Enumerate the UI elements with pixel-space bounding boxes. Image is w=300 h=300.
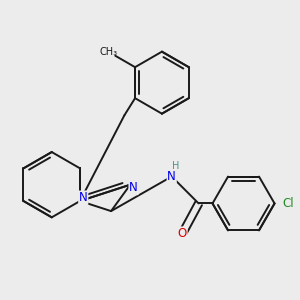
Text: CH₃: CH₃: [99, 47, 117, 57]
Text: N: N: [167, 170, 176, 183]
Text: Cl: Cl: [283, 197, 294, 210]
Text: O: O: [178, 227, 187, 240]
Text: H: H: [172, 161, 179, 171]
Text: N: N: [129, 182, 138, 194]
Text: N: N: [79, 191, 88, 204]
